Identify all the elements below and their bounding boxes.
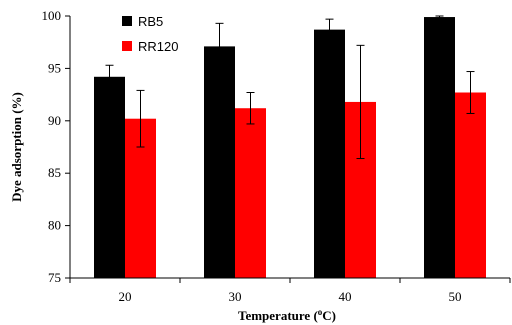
x-tick-label: 50 (449, 289, 462, 304)
bar-rb5-40 (314, 29, 345, 279)
y-tick-label: 90 (48, 113, 61, 128)
bar-rb5-50 (424, 17, 455, 278)
y-tick-label: 80 (48, 218, 61, 233)
legend-swatch-rr120 (122, 41, 132, 51)
y-tick-label: 100 (42, 8, 62, 23)
bar-rb5-20 (94, 76, 125, 278)
y-tick-label: 95 (48, 60, 61, 75)
bar-rr120-30 (235, 108, 266, 278)
x-tick-label: 30 (229, 289, 242, 304)
legend-label-rr120: RR120 (138, 39, 178, 54)
bar-rb5-30 (204, 46, 235, 278)
x-tick-label: 40 (339, 289, 352, 304)
legend: RB5 RR120 (122, 14, 178, 54)
y-tick-label: 75 (48, 270, 61, 285)
y-tick-label: 85 (48, 165, 61, 180)
y-axis-ticks: 75 80 85 90 95 100 (42, 8, 70, 285)
error-bars (105, 15, 475, 160)
x-axis-ticks: 20 30 40 50 (69, 278, 511, 304)
bars (94, 17, 486, 279)
legend-label-rb5: RB5 (138, 14, 163, 29)
bar-rr120-50 (455, 92, 486, 278)
x-tick-label: 20 (119, 289, 132, 304)
legend-swatch-rb5 (122, 16, 132, 26)
x-axis-title: Temperature (oC) (238, 307, 336, 323)
y-axis-title: Dye adsorption (%) (9, 92, 24, 202)
